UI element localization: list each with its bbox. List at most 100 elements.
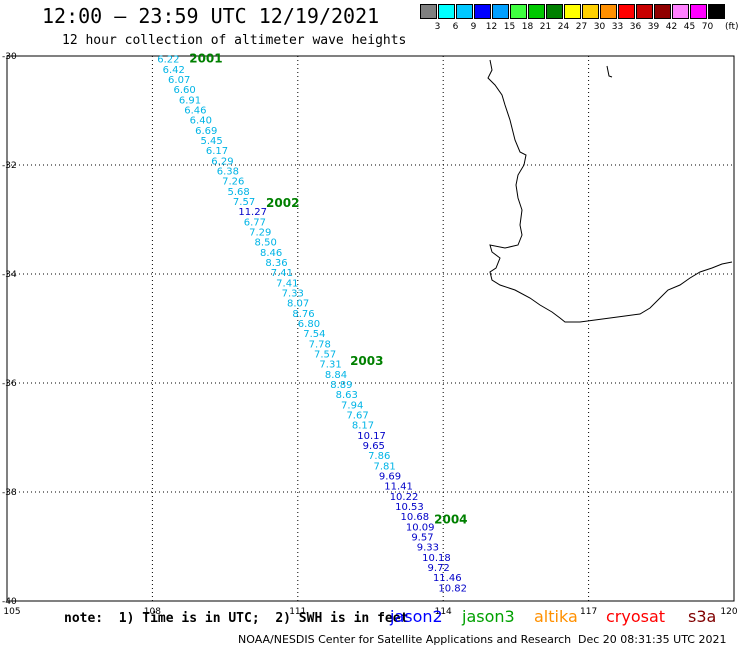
swh-value: 6.38	[217, 167, 239, 178]
longitude-label: 117	[580, 607, 597, 617]
swh-value: 8.50	[255, 238, 277, 249]
swh-value: 11.46	[433, 573, 462, 584]
swh-value: 10.53	[395, 502, 424, 513]
colorbar-label: 21	[539, 22, 552, 32]
colorbar-label: 24	[557, 22, 570, 32]
rottnest-island	[606, 65, 613, 78]
colorbar-swatch	[654, 4, 671, 19]
swh-value: 6.17	[206, 146, 228, 157]
swh-value: 6.42	[163, 65, 185, 76]
colorbar-swatch	[420, 4, 437, 19]
swh-value: 7.57	[233, 197, 255, 208]
latitude-label: -38	[2, 488, 17, 498]
colorbar-label: 42	[665, 22, 678, 32]
swh-value: 6.77	[244, 217, 266, 228]
colorbar-swatch	[636, 4, 653, 19]
latitude-label: -30	[2, 52, 17, 62]
colorbar-label: 30	[593, 22, 606, 32]
swh-value: 9.72	[428, 563, 450, 574]
swh-value: 7.41	[276, 278, 298, 289]
map-subtitle: 12 hour collection of altimeter wave hei…	[62, 33, 407, 48]
colorbar-label: 39	[647, 22, 660, 32]
colorbar-label: 70	[701, 22, 714, 32]
timestamp-text: Dec 20 08:31:35 UTC 2021	[578, 633, 727, 646]
swh-value: 6.22	[157, 55, 179, 66]
swh-value: 5.45	[200, 136, 222, 147]
colorbar-label: 15	[503, 22, 516, 32]
latitude-label: -32	[2, 161, 17, 171]
swh-value: 7.57	[314, 350, 336, 361]
colorbar-swatch	[690, 4, 707, 19]
swh-value: 9.69	[379, 472, 401, 483]
satellite-legend-altika: altika	[534, 607, 578, 626]
satellite-legend-cryosat: cryosat	[606, 607, 666, 626]
colorbar-label: 18	[521, 22, 534, 32]
satellite-legend-jason2: jason2	[390, 607, 443, 626]
swh-value: 8.17	[352, 421, 374, 432]
colorbar-label: 3	[434, 22, 441, 32]
colorbar-swatch	[492, 4, 509, 19]
colorbar-label: 36	[629, 22, 642, 32]
latitude-label: -40	[2, 597, 17, 607]
satellite-track: 6.226.426.076.606.916.466.406.695.456.17…	[157, 52, 467, 595]
swh-value: 5.68	[228, 187, 250, 198]
colorbar-swatch	[708, 4, 725, 19]
swh-value: 8.76	[292, 309, 314, 320]
swh-value: 8.36	[265, 258, 287, 269]
swh-value: 7.94	[341, 400, 363, 411]
swh-value: 10.18	[422, 553, 451, 564]
colorbar-label: 6	[452, 22, 459, 32]
australia-coastline	[487, 59, 733, 323]
swh-value: 6.40	[190, 116, 212, 127]
swh-value: 9.65	[363, 441, 385, 452]
longitude-label: 114	[435, 607, 452, 617]
longitude-label: 120	[720, 607, 737, 617]
colorbar-label: 27	[575, 22, 588, 32]
colorbar-label: 9	[470, 22, 477, 32]
swh-value: 6.07	[168, 75, 190, 86]
swh-value: 6.60	[173, 85, 195, 96]
colorbar-label: 12	[485, 22, 498, 32]
swh-value: 7.26	[222, 177, 244, 188]
colorbar-swatch	[438, 4, 455, 19]
swh-value: 10.68	[401, 512, 430, 523]
longitude-label: 105	[3, 607, 20, 617]
satellite-legend-s3a: s3a	[688, 607, 717, 626]
colorbar-swatch	[672, 4, 689, 19]
swh-value: 9.33	[417, 543, 439, 554]
hour-label: 2001	[189, 52, 222, 66]
swh-value: 8.46	[260, 248, 282, 259]
credit-text: NOAA/NESDIS Center for Satellite Applica…	[238, 633, 572, 646]
swh-value: 7.29	[249, 228, 271, 239]
longitude-label: 111	[289, 607, 306, 617]
swh-value: 10.82	[438, 583, 467, 594]
swh-value: 7.41	[271, 268, 293, 279]
graticule	[7, 56, 734, 601]
hour-label: 2003	[350, 354, 383, 368]
map-frame	[6, 55, 735, 602]
swh-value: 11.27	[238, 207, 267, 218]
swh-value: 7.54	[303, 329, 325, 340]
colorbar-swatch	[456, 4, 473, 19]
swh-value: 6.46	[184, 106, 206, 117]
hour-label: 2002	[266, 196, 299, 210]
swh-value: 11.41	[384, 482, 413, 493]
colorbar-swatch	[546, 4, 563, 19]
colorbar-swatch	[564, 4, 581, 19]
colorbar-swatch	[474, 4, 491, 19]
swh-value: 7.81	[373, 461, 395, 472]
satellite-legend-jason3: jason3	[462, 607, 515, 626]
swh-value: 7.67	[346, 411, 368, 422]
latitude-label: -34	[2, 270, 17, 280]
swh-value: 6.69	[195, 126, 217, 137]
swh-value: 6.29	[211, 156, 233, 167]
colorbar-unit: (ft)	[725, 22, 739, 32]
footnote: note: 1) Time is in UTC; 2) SWH is in fe…	[64, 611, 409, 626]
swh-value: 10.17	[357, 431, 386, 442]
colorbar-swatch	[600, 4, 617, 19]
colorbar-swatch	[618, 4, 635, 19]
swh-value: 8.89	[330, 380, 352, 391]
map-title: 12:00 – 23:59 UTC 12/19/2021	[42, 4, 380, 28]
swh-value: 8.07	[287, 299, 309, 310]
